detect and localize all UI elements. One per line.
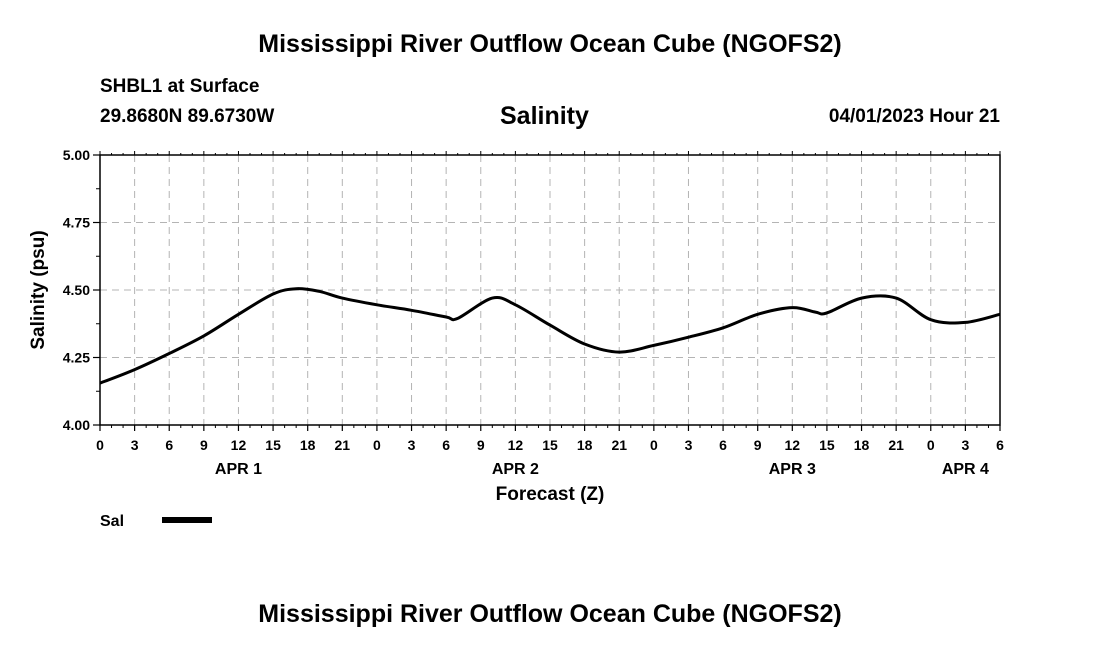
x-tick-label: 3 — [131, 437, 139, 453]
day-label: APR 3 — [769, 461, 816, 478]
y-tick-label: 5.00 — [63, 147, 90, 163]
x-tick-label: 21 — [335, 437, 351, 453]
x-tick-label: 18 — [854, 437, 870, 453]
x-tick-label: 6 — [442, 437, 450, 453]
y-tick-label: 4.75 — [63, 215, 90, 231]
day-labels: APR 1 APR 2 APR 3 APR 4 — [215, 461, 989, 478]
x-tick-label: 12 — [785, 437, 801, 453]
x-tick-label: 12 — [231, 437, 247, 453]
y-tick-label: 4.25 — [63, 350, 90, 366]
x-tick-label: 0 — [927, 437, 935, 453]
y-tick-labels: 4.00 4.25 4.50 4.75 5.00 — [63, 147, 90, 433]
y-axis-title: Salinity (psu) — [28, 230, 49, 349]
chart-main-title: Mississippi River Outflow Ocean Cube (NG… — [258, 30, 842, 58]
x-tick-label: 3 — [961, 437, 969, 453]
axis-ticks — [93, 151, 1001, 431]
y-tick-label: 4.00 — [63, 417, 90, 433]
day-label: APR 1 — [215, 461, 262, 478]
x-tick-label: 0 — [96, 437, 104, 453]
x-tick-label: 9 — [754, 437, 762, 453]
day-label: APR 4 — [942, 461, 989, 478]
x-tick-label: 15 — [265, 437, 281, 453]
x-tick-label: 15 — [542, 437, 558, 453]
station-coordinates: 29.8680N 89.6730W — [100, 106, 275, 127]
x-tick-label: 9 — [477, 437, 485, 453]
grid-lines — [99, 154, 1001, 426]
x-axis-title: Forecast (Z) — [496, 484, 605, 505]
x-tick-label: 18 — [577, 437, 593, 453]
legend-label: Sal — [100, 513, 124, 530]
x-tick-labels: 0 3 6 9 12 15 18 21 0 3 6 9 12 15 18 21 0 3 6 9 12 15 18 21 0 3 6 — [96, 437, 1004, 453]
x-tick-label: 15 — [819, 437, 835, 453]
x-tick-label: 21 — [611, 437, 627, 453]
x-tick-label: 3 — [408, 437, 416, 453]
x-tick-label: 6 — [719, 437, 727, 453]
x-tick-label: 18 — [300, 437, 316, 453]
station-label: SHBL1 at Surface — [100, 76, 260, 97]
x-tick-label: 6 — [165, 437, 173, 453]
footer-title: Mississippi River Outflow Ocean Cube (NG… — [258, 600, 842, 628]
x-tick-label: 21 — [888, 437, 904, 453]
x-tick-label: 9 — [200, 437, 208, 453]
x-tick-label: 6 — [996, 437, 1004, 453]
y-tick-label: 4.50 — [63, 282, 90, 298]
x-tick-label: 3 — [685, 437, 693, 453]
x-tick-label: 0 — [650, 437, 658, 453]
forecast-timestamp: 04/01/2023 Hour 21 — [828, 106, 1000, 127]
variable-title: Salinity — [500, 102, 589, 130]
x-tick-label: 0 — [373, 437, 381, 453]
salinity-series-line — [99, 287, 1001, 385]
day-label: APR 2 — [492, 461, 539, 478]
x-tick-label: 12 — [508, 437, 524, 453]
